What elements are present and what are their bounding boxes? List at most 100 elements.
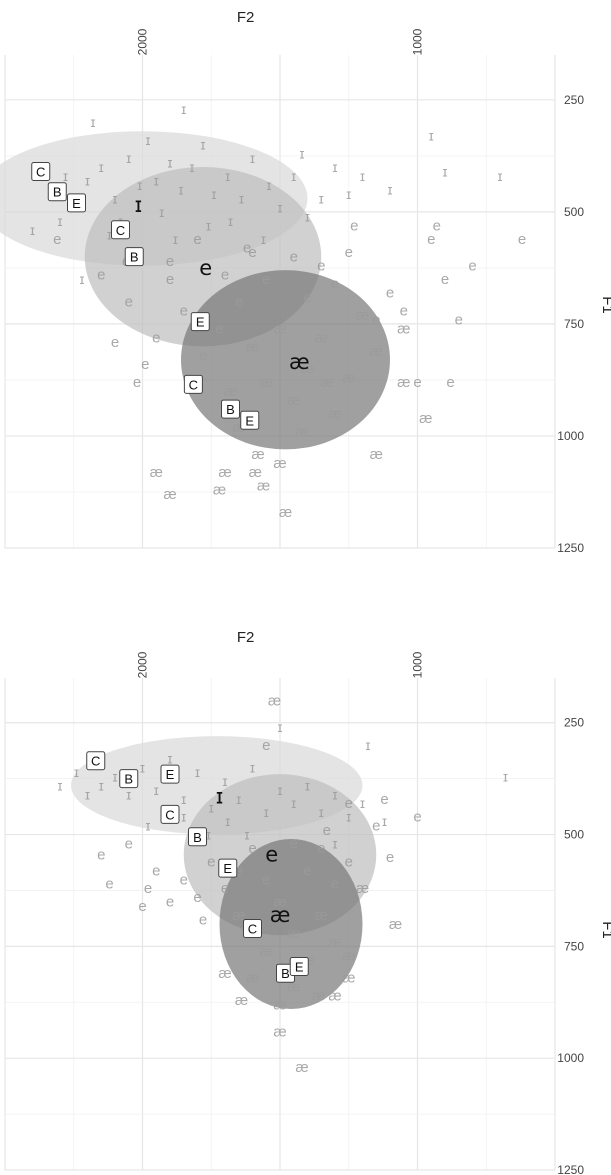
speaker-label-box [119, 769, 139, 789]
y-tick-label: 1250 [557, 541, 584, 555]
x-tick-label: 2000 [136, 651, 150, 678]
vowel-token: ɪ [278, 782, 283, 798]
vowel-token: ɪ [126, 786, 131, 802]
vowel-centroid: ɪ [216, 785, 224, 809]
speaker-label-box [221, 399, 240, 419]
speaker-label: C [160, 804, 180, 824]
vowel-token: æ [342, 370, 355, 387]
vowel-token: e [138, 898, 146, 915]
vowel-token: e [152, 329, 160, 346]
ellipse-ae [219, 839, 363, 1009]
vowel-token: ɪ [443, 164, 448, 180]
speaker-label: C [183, 374, 203, 394]
speaker-label: E [190, 312, 210, 332]
vowel-token: e [290, 835, 298, 852]
vowel-token: æ [218, 464, 231, 481]
vowel-token: ɪ [305, 208, 310, 224]
vowel-token: ɪ [146, 818, 151, 834]
vowel-token: æ [150, 464, 163, 481]
vowel-token: ɪ [58, 213, 63, 229]
vowel-token: æ [397, 320, 410, 337]
speaker-label-box [188, 827, 207, 847]
vowel-token: ɪ [261, 231, 266, 247]
vowel-token: ɪ [300, 146, 305, 162]
vowel-token: e [97, 847, 105, 864]
x-tick-label: 1000 [411, 28, 425, 55]
vowel-token: ɪ [305, 777, 310, 793]
vowel-token: e [166, 253, 174, 270]
vowel-token: ɪ [91, 114, 96, 130]
vowel-token: ɪ [146, 132, 151, 148]
vowel-token: e [317, 258, 325, 275]
speaker-label-text: B [281, 966, 290, 981]
vowel-token: ɪ [225, 813, 230, 829]
vowel-token: ɪ [333, 159, 338, 175]
vowel-token: æ [273, 320, 286, 337]
vowel-token: ɪ [333, 786, 338, 802]
speaker-label-box [31, 162, 51, 182]
y-axis-title: F1 [599, 296, 611, 314]
vowel-token: æ [328, 406, 341, 423]
vowel-token: æ [224, 383, 237, 400]
vowel-token: e [413, 374, 421, 391]
speaker-label-box [111, 220, 130, 240]
speaker-label-box [47, 182, 67, 202]
speaker-label: E [240, 410, 260, 430]
vowel-token: ɪ [58, 777, 63, 793]
vowel-token: æ [419, 410, 432, 427]
speaker-label-box [67, 193, 86, 213]
vowel-token: e [345, 853, 353, 870]
vowel-token: e [350, 217, 358, 234]
vowel-token: e [427, 231, 435, 248]
vowel-token: e [243, 240, 251, 257]
vowel-token: e [468, 258, 476, 275]
vowel-token: æ [273, 455, 286, 472]
y-tick-label: 1000 [557, 429, 584, 443]
vowel-token: æ [370, 446, 383, 463]
speaker-label-box [86, 751, 106, 771]
vowel-token: e [345, 244, 353, 261]
vowel-token: æ [287, 925, 300, 942]
vowel-token: ɪ [212, 186, 217, 202]
vowel-token: e [215, 320, 223, 337]
y-tick-label: 750 [564, 317, 584, 331]
vowel-token: e [248, 840, 256, 857]
speaker-label-box [183, 374, 203, 394]
vowel-token: æ [268, 692, 281, 709]
x-tick-label: 2000 [136, 28, 150, 55]
vowel-token: ɪ [278, 199, 283, 215]
vowel-token: ɪ [250, 150, 255, 166]
speaker-label: C [111, 220, 130, 240]
vowel-token: æ [295, 423, 308, 440]
vowel-token: e [433, 217, 441, 234]
vowel-token: ɪ [503, 768, 508, 784]
vowel-token: e [199, 347, 207, 364]
speaker-label: E [67, 193, 86, 213]
vowel-token: e [317, 840, 325, 857]
vowel-token: e [386, 849, 394, 866]
vowel-token: e [125, 835, 133, 852]
vowel-token: ɪ [291, 795, 296, 811]
vowel-token: ɪ [333, 835, 338, 851]
vowel-token: æ [279, 504, 292, 521]
speaker-label-text: C [91, 754, 100, 769]
vowel-token: ɪ [498, 168, 503, 184]
vowel-centroid: e [199, 256, 212, 280]
vowel-token: æ [328, 988, 341, 1005]
vowel-token: ɪ [239, 190, 244, 206]
vowel-token: æ [213, 482, 226, 499]
speaker-label-text: E [295, 959, 304, 974]
vowel-token: e [331, 276, 339, 293]
vowel-token: ɪ [388, 181, 393, 197]
speaker-label-text: B [124, 772, 133, 787]
vowel-token: æ [273, 894, 286, 911]
speaker-label-text: E [72, 196, 81, 211]
vowel-token: æ [342, 947, 355, 964]
vowel-token: ɪ [264, 804, 269, 820]
vowel-token: ɪ [99, 777, 104, 793]
vowel-token: e [455, 311, 463, 328]
speaker-label: B [119, 769, 139, 789]
vowel-token: ɪ [228, 213, 233, 229]
vowel-token: ɪ [360, 795, 365, 811]
